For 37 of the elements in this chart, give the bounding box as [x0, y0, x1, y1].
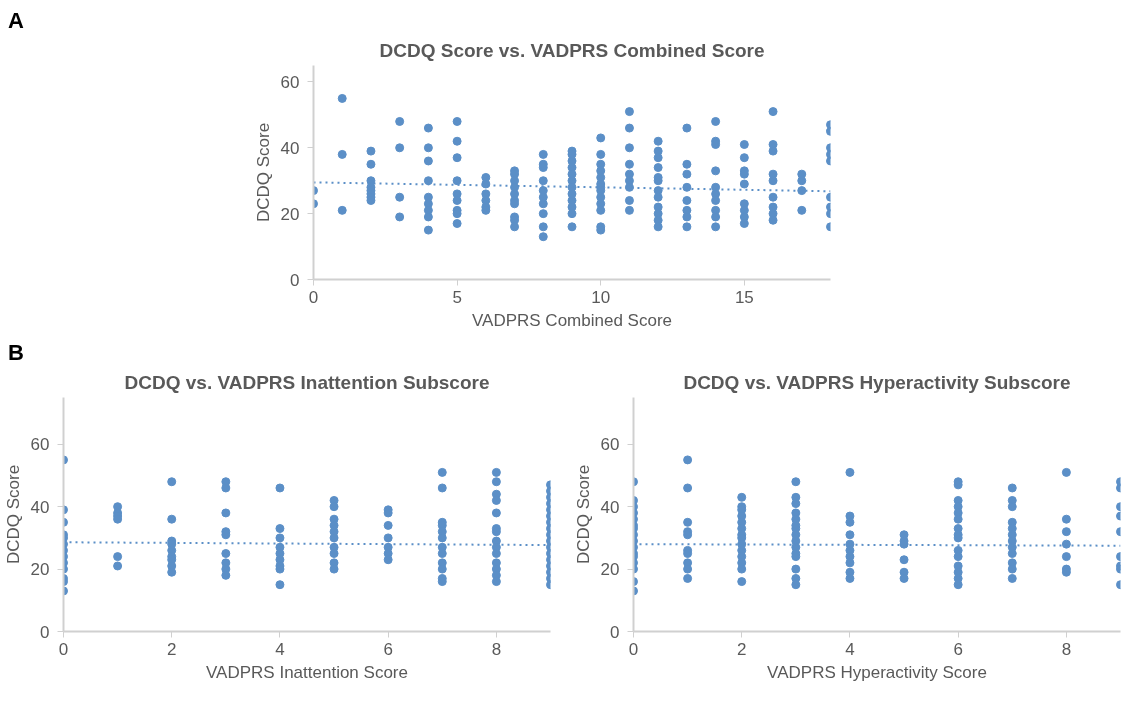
y-tick-label: 0 [290, 270, 300, 290]
y-tick-label: 60 [30, 435, 50, 455]
x-tick-label: 0 [58, 639, 69, 659]
y-axis-title: DCDQ Score [3, 464, 23, 565]
x-tick-label: 6 [383, 639, 393, 659]
y-tick-label: 20 [280, 204, 300, 224]
y-tick-label: 40 [280, 138, 300, 158]
x-tick-label: 4 [845, 639, 855, 659]
x-tick-label: 6 [953, 639, 963, 659]
y-tick-label: 60 [280, 72, 300, 92]
x-tick-label: 5 [452, 287, 462, 307]
x-tick-label: 0 [628, 639, 639, 659]
y-tick-label: 20 [30, 560, 50, 580]
x-tick-label: 0 [308, 287, 319, 307]
chart-title: DCDQ vs. VADPRS Hyperactivity Subscore [683, 371, 1071, 393]
y-axis-title: DCDQ Score [573, 464, 593, 565]
chart-title: DCDQ Score vs. VADPRS Combined Score [379, 39, 765, 61]
x-tick-label: 4 [275, 639, 285, 659]
x-axis-title: VADPRS Hyperactivity Score [767, 662, 987, 682]
x-axis-title: VADPRS Combined Score [472, 310, 672, 330]
text: A [8, 7, 24, 35]
y-tick-label: 0 [40, 622, 50, 642]
y-tick-label: 20 [600, 560, 620, 580]
y-tick-label: 40 [600, 497, 620, 517]
y-tick-label: 60 [600, 435, 620, 455]
x-axis-title: VADPRS Inattention Score [206, 662, 408, 682]
x-tick-label: 8 [1061, 639, 1072, 659]
y-tick-label: 40 [30, 497, 50, 517]
x-tick-label: 15 [734, 287, 754, 307]
x-tick-label: 8 [491, 639, 502, 659]
x-tick-label: 10 [591, 287, 611, 307]
chart-title: DCDQ vs. VADPRS Inattention Subscore [124, 371, 490, 393]
x-tick-label: 2 [736, 639, 747, 659]
text: B [8, 339, 24, 367]
x-tick-label: 2 [166, 639, 177, 659]
y-axis-title: DCDQ Score [253, 122, 273, 223]
y-tick-label: 0 [610, 622, 620, 642]
